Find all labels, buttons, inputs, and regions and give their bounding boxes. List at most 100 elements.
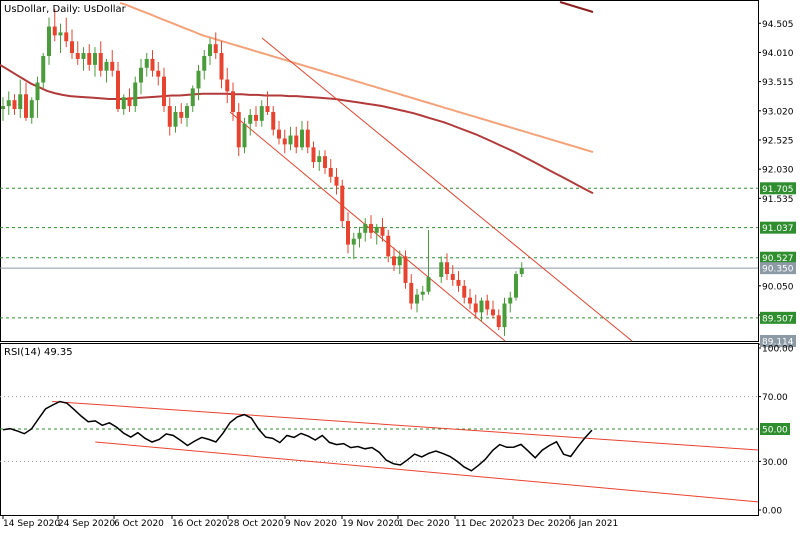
channel-upper-line bbox=[261, 37, 633, 342]
candle-down bbox=[70, 41, 74, 54]
candle-up bbox=[439, 262, 444, 277]
level-label-badge bbox=[760, 182, 796, 195]
candle-down bbox=[294, 135, 299, 148]
candle-down bbox=[64, 32, 69, 42]
candle-up bbox=[502, 303, 507, 328]
candle-down bbox=[225, 79, 230, 92]
candle-down bbox=[150, 58, 155, 71]
candle-down bbox=[491, 309, 495, 316]
x-tick-label: 24 Sep 2020 bbox=[58, 519, 115, 529]
candle-up bbox=[208, 44, 212, 56]
candle-up bbox=[426, 276, 431, 292]
candle-up bbox=[357, 232, 362, 239]
x-tick-label: 23 Dec 2020 bbox=[513, 519, 571, 529]
level-label: 89.507 bbox=[762, 314, 794, 324]
candle-up bbox=[47, 26, 51, 56]
candle-down bbox=[271, 111, 276, 130]
candle-up bbox=[58, 32, 63, 36]
candle-down bbox=[87, 53, 92, 65]
candle-up bbox=[363, 223, 368, 233]
candle-down bbox=[213, 44, 218, 54]
candle-down bbox=[231, 91, 235, 112]
candle-down bbox=[462, 285, 467, 298]
candle-up bbox=[479, 300, 484, 313]
candle-up bbox=[190, 88, 195, 107]
candle-up bbox=[18, 94, 23, 110]
y-tick-label: 94.010 bbox=[762, 49, 794, 59]
candle-up bbox=[139, 67, 143, 83]
candle-down bbox=[445, 262, 449, 275]
y-tick-label: 90.050 bbox=[762, 282, 794, 292]
level-label-badge bbox=[760, 221, 796, 234]
channel-lower-line bbox=[229, 111, 506, 342]
candle-down bbox=[24, 94, 28, 118]
y-tick-label: 94.505 bbox=[762, 20, 794, 30]
candle-up bbox=[29, 100, 34, 118]
candle-down bbox=[328, 167, 333, 177]
x-tick-label: 14 Sep 2020 bbox=[3, 519, 60, 529]
candle-down bbox=[450, 274, 455, 280]
candle-down bbox=[473, 303, 478, 313]
candle-down bbox=[346, 221, 350, 245]
rsi-level-badge bbox=[760, 423, 790, 435]
candle-down bbox=[468, 297, 472, 304]
level-label-badge bbox=[760, 251, 796, 264]
y-tick-label: 92.030 bbox=[762, 166, 794, 176]
candle-down bbox=[277, 129, 281, 139]
bottom-label: 89.114 bbox=[762, 338, 794, 348]
candle-down bbox=[334, 176, 339, 186]
candle-up bbox=[351, 238, 356, 245]
candle-up bbox=[196, 70, 201, 89]
main-chart-title: UsDollar, Daily: UsDollar bbox=[4, 4, 127, 15]
candle-up bbox=[1, 106, 5, 110]
y-tick-label: 93.515 bbox=[762, 78, 794, 88]
candle-up bbox=[144, 58, 149, 68]
x-tick-label: 6 Oct 2020 bbox=[114, 519, 164, 529]
candle-down bbox=[409, 282, 414, 304]
x-tick-label: 11 Dec 2020 bbox=[455, 519, 513, 529]
candle-down bbox=[12, 100, 17, 110]
x-tick-label: 19 Nov 2020 bbox=[342, 519, 400, 529]
y-tick-label: 92.525 bbox=[762, 136, 794, 146]
bottom-label-badge bbox=[760, 335, 796, 347]
candle-up bbox=[374, 226, 379, 233]
rsi-y-tick-label: 70.00 bbox=[762, 393, 788, 403]
candle-down bbox=[369, 223, 373, 233]
candle-down bbox=[179, 111, 184, 118]
candle-up bbox=[317, 156, 322, 163]
candle-up bbox=[185, 106, 189, 118]
candle-up bbox=[508, 297, 513, 304]
rsi-channel-line bbox=[52, 400, 759, 451]
candle-down bbox=[75, 53, 80, 59]
candle-down bbox=[386, 235, 391, 257]
candle-up bbox=[173, 111, 178, 127]
level-label: 91.037 bbox=[762, 224, 794, 234]
candle-up bbox=[300, 129, 304, 148]
candle-up bbox=[514, 274, 518, 298]
candle-down bbox=[254, 114, 258, 121]
candle-up bbox=[104, 61, 109, 71]
candle-down bbox=[52, 26, 57, 36]
candle-down bbox=[110, 61, 115, 71]
candle-up bbox=[41, 55, 46, 83]
candle-down bbox=[236, 111, 241, 148]
candle-up bbox=[93, 53, 97, 65]
candle-up bbox=[248, 114, 253, 124]
x-tick-label: 1 Dec 2020 bbox=[398, 519, 450, 529]
y-tick-label: 93.020 bbox=[762, 107, 794, 117]
x-tick-label: 9 Nov 2020 bbox=[285, 519, 337, 529]
candle-down bbox=[162, 76, 166, 107]
level-label: 90.527 bbox=[762, 254, 794, 264]
rsi-y-tick-label: 30.00 bbox=[762, 458, 788, 468]
rsi-line bbox=[2, 400, 593, 472]
candle-down bbox=[392, 256, 396, 266]
x-tick-label: 16 Oct 2020 bbox=[172, 519, 228, 529]
candle-up bbox=[81, 53, 86, 59]
candle-down bbox=[485, 300, 490, 310]
candle-up bbox=[415, 294, 419, 304]
candle-down bbox=[323, 156, 327, 168]
candle-down bbox=[167, 106, 172, 127]
